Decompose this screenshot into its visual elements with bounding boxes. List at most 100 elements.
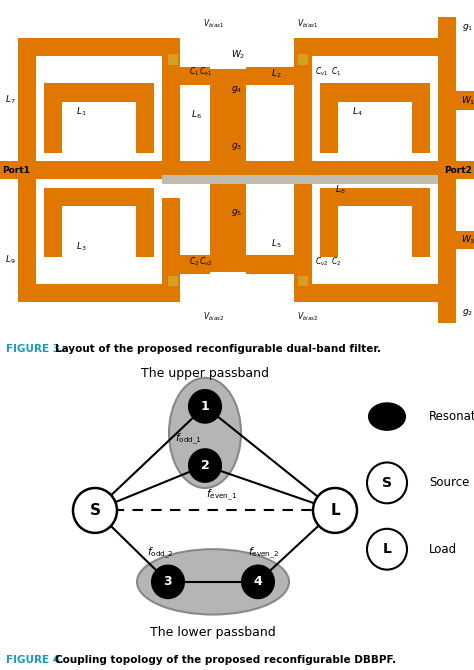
Bar (228, 180, 246, 272)
Text: Load: Load (429, 543, 457, 555)
Bar (320, 83, 430, 101)
Text: Port1: Port1 (2, 165, 30, 175)
Bar (162, 66, 210, 85)
Text: $L_6$: $L_6$ (191, 109, 201, 121)
Bar (412, 83, 430, 153)
Bar (294, 38, 312, 161)
Text: $f_{\rm odd\_2}$: $f_{\rm odd\_2}$ (146, 545, 173, 561)
Text: $C_{v1}$: $C_{v1}$ (200, 66, 213, 78)
Bar (162, 255, 210, 274)
Text: $L_7$: $L_7$ (5, 93, 15, 106)
Text: Layout of the proposed reconfigurable dual-band filter.: Layout of the proposed reconfigurable du… (55, 344, 381, 354)
Text: $f_{\rm even\_1}$: $f_{\rm even\_1}$ (207, 488, 237, 502)
Text: $C_2$: $C_2$ (189, 255, 199, 268)
Circle shape (367, 462, 407, 503)
Text: $C_1$: $C_1$ (331, 66, 341, 78)
Text: FIGURE 4.: FIGURE 4. (6, 655, 64, 665)
Ellipse shape (137, 549, 289, 614)
Text: $L_8$: $L_8$ (335, 184, 345, 196)
Text: $f_{\rm odd\_1}$: $f_{\rm odd\_1}$ (174, 431, 201, 447)
Bar (210, 180, 228, 272)
Circle shape (367, 529, 407, 570)
Text: The lower passband: The lower passband (150, 626, 276, 639)
Text: $L_3$: $L_3$ (76, 241, 86, 253)
Bar (18, 38, 36, 161)
Text: $L_5$: $L_5$ (271, 238, 281, 251)
Text: $L_2$: $L_2$ (271, 68, 281, 80)
Bar (320, 206, 338, 257)
Text: 4: 4 (254, 576, 263, 588)
Bar (18, 38, 180, 56)
Bar (298, 276, 308, 286)
Text: Source: Source (429, 476, 469, 489)
Bar (294, 180, 312, 302)
Bar (294, 284, 456, 302)
Text: $L_1$: $L_1$ (76, 105, 86, 118)
Bar (44, 188, 62, 257)
Text: $g_4$: $g_4$ (231, 84, 242, 94)
Circle shape (152, 565, 184, 598)
Text: $V_{bias1}$: $V_{bias1}$ (203, 17, 225, 30)
Text: Coupling topology of the proposed reconfigurable DBBPF.: Coupling topology of the proposed reconf… (55, 655, 396, 665)
Text: Port2: Port2 (444, 165, 472, 175)
Bar (246, 255, 294, 274)
Bar (162, 176, 438, 184)
Circle shape (242, 565, 274, 598)
Bar (162, 198, 180, 302)
Text: 1: 1 (201, 400, 210, 413)
Ellipse shape (169, 378, 241, 488)
Bar (168, 276, 178, 286)
Text: $g_2$: $g_2$ (463, 308, 474, 318)
Bar (0, 161, 474, 180)
Bar (210, 69, 228, 161)
Text: $g_5$: $g_5$ (231, 207, 242, 218)
Bar (168, 54, 178, 64)
Bar (438, 38, 456, 161)
Bar (456, 91, 474, 110)
Text: L: L (330, 503, 340, 518)
Text: FIGURE 3.: FIGURE 3. (6, 344, 64, 354)
Bar (246, 66, 294, 85)
Bar (18, 180, 36, 302)
Text: $V_{bias1}$: $V_{bias1}$ (298, 17, 319, 30)
Ellipse shape (369, 403, 405, 430)
Bar (412, 188, 430, 257)
Text: $L_4$: $L_4$ (352, 105, 362, 118)
Text: $W_2$: $W_2$ (231, 48, 246, 60)
Text: $C_{v1}$: $C_{v1}$ (315, 66, 328, 78)
Bar (44, 83, 62, 153)
Text: 3: 3 (164, 576, 173, 588)
Bar (44, 83, 154, 101)
Text: $L_9$: $L_9$ (5, 253, 15, 265)
Bar (210, 253, 246, 272)
Bar (18, 284, 180, 302)
Bar (320, 188, 430, 206)
Bar (136, 101, 154, 153)
Bar (456, 230, 474, 249)
Text: $V_{bias2}$: $V_{bias2}$ (298, 311, 319, 323)
Text: $W_3$: $W_3$ (461, 234, 474, 246)
Text: The upper passband: The upper passband (141, 367, 269, 380)
Circle shape (189, 449, 221, 482)
Text: $C_2$: $C_2$ (331, 255, 341, 268)
Bar (294, 38, 456, 56)
Bar (162, 56, 180, 161)
Bar (298, 54, 308, 64)
Circle shape (73, 488, 117, 533)
Circle shape (189, 390, 221, 423)
Text: $g_1$: $g_1$ (463, 22, 474, 34)
Bar (44, 188, 154, 206)
Text: S: S (90, 503, 100, 518)
Bar (320, 101, 338, 153)
Bar (438, 302, 456, 323)
Text: $C_{v2}$: $C_{v2}$ (199, 255, 213, 268)
Text: 2: 2 (201, 459, 210, 472)
Bar (438, 180, 456, 302)
Text: $V_{bias2}$: $V_{bias2}$ (203, 311, 225, 323)
Bar (136, 206, 154, 257)
Bar (438, 17, 456, 38)
Bar (228, 69, 246, 161)
Text: $W_1$: $W_1$ (461, 94, 474, 107)
Text: $C_1$: $C_1$ (189, 66, 199, 78)
Text: L: L (383, 542, 392, 556)
